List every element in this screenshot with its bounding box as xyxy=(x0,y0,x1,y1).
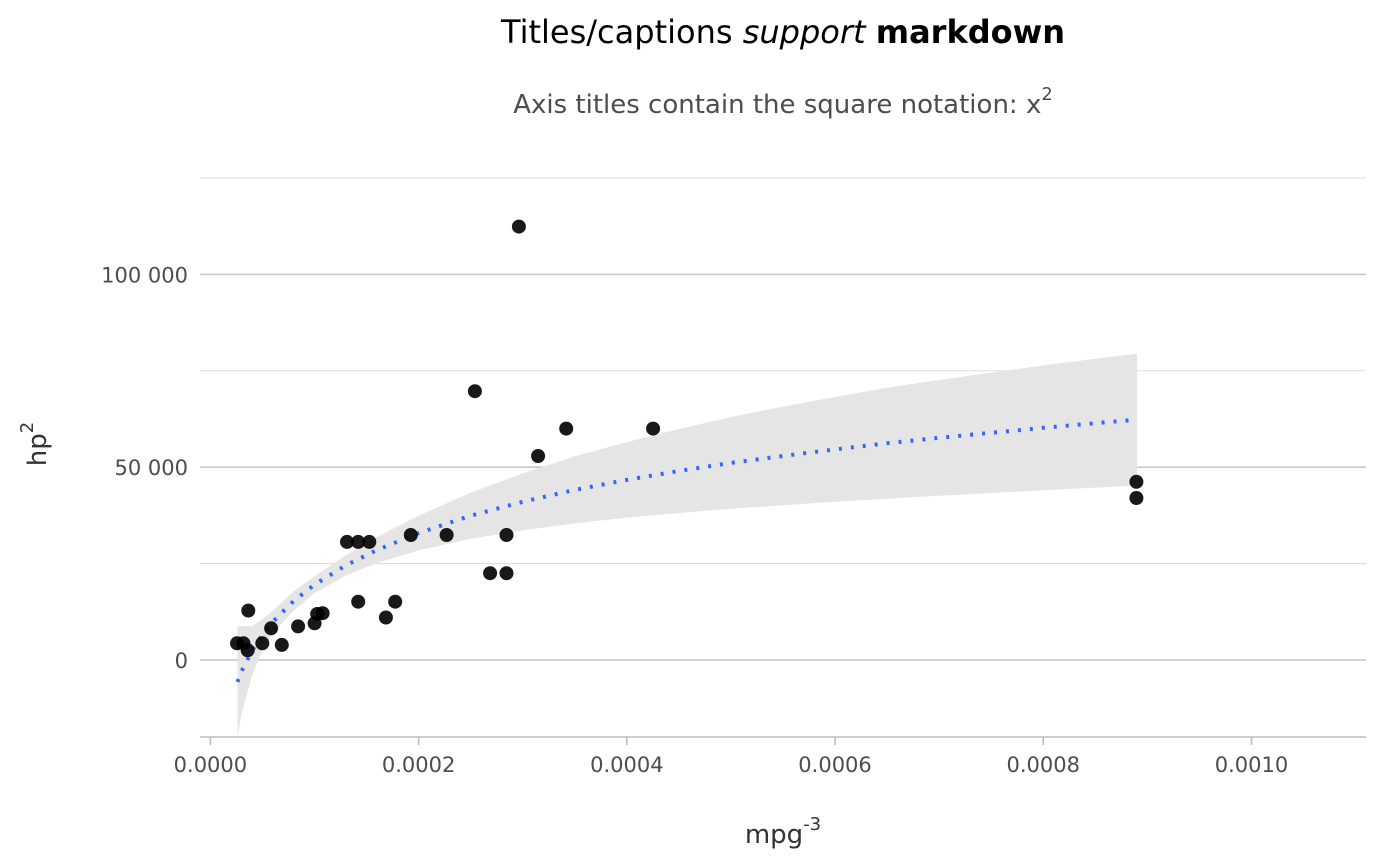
data-point-22 xyxy=(499,566,514,581)
data-point-25 xyxy=(559,421,574,436)
data-point-18 xyxy=(439,528,454,542)
data-point-12 xyxy=(351,534,366,549)
x-tick-label-5: 0.0010 xyxy=(1215,753,1288,777)
data-point-28 xyxy=(1129,491,1144,505)
y-axis-tick-labels: 0 50 000 100 000 xyxy=(101,263,188,673)
data-point-26 xyxy=(646,421,661,436)
data-point-2 xyxy=(240,643,255,658)
data-point-16 xyxy=(388,594,403,609)
y-tick-label-2: 100 000 xyxy=(101,263,188,287)
data-point-7 xyxy=(291,619,306,634)
x-tick-label-4: 0.0008 xyxy=(1007,753,1080,777)
y-tick-label-1: 50 000 xyxy=(115,456,188,480)
trend-curve xyxy=(235,417,1138,683)
data-point-27 xyxy=(1129,474,1144,489)
data-point-15 xyxy=(378,610,393,625)
data-points xyxy=(230,219,1144,658)
data-point-20 xyxy=(483,566,498,581)
axes xyxy=(200,736,1366,745)
x-axis-tick-labels: 0.0000 0.0002 0.0004 0.0006 0.0008 0.0010 xyxy=(174,753,1289,777)
data-point-4 xyxy=(255,636,270,651)
trend-line xyxy=(235,417,1138,683)
data-point-14 xyxy=(362,534,377,549)
data-point-13 xyxy=(351,594,366,609)
y-tick-label-0: 0 xyxy=(175,649,188,673)
y-axis-title: hp2 xyxy=(17,422,53,466)
x-axis-title: mpg-3 xyxy=(745,814,821,850)
chart-title: Titles/captions support markdown xyxy=(500,13,1065,51)
data-point-10 xyxy=(315,606,330,621)
confidence-band xyxy=(237,353,1137,737)
data-point-17 xyxy=(403,528,418,542)
x-tick-label-0: 0.0000 xyxy=(174,753,247,777)
data-point-24 xyxy=(531,449,546,463)
data-point-21 xyxy=(499,528,514,542)
data-point-23 xyxy=(511,219,526,234)
x-tick-label-1: 0.0002 xyxy=(382,753,455,777)
chart-subtitle: Axis titles contain the square notation:… xyxy=(513,84,1053,120)
data-point-3 xyxy=(241,603,256,618)
data-point-19 xyxy=(467,384,482,399)
x-tick-label-3: 0.0006 xyxy=(798,753,871,777)
data-point-5 xyxy=(264,621,279,636)
x-tick-label-2: 0.0004 xyxy=(590,753,663,777)
confidence-band-area xyxy=(237,353,1137,737)
data-point-11 xyxy=(340,534,354,549)
data-point-6 xyxy=(274,637,289,652)
